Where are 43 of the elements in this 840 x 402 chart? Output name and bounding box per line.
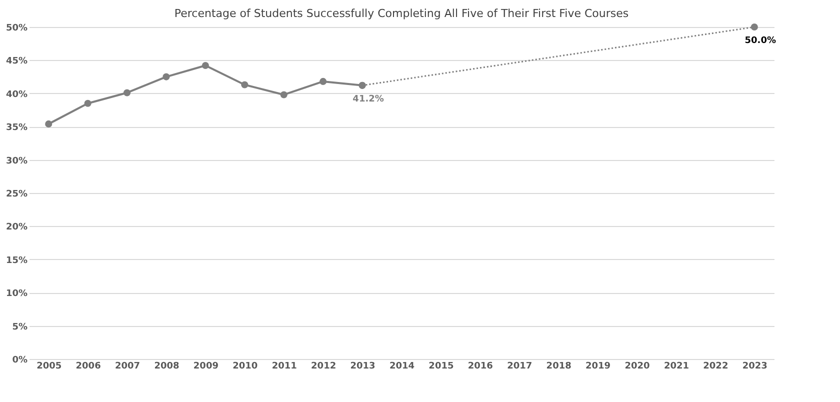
- point: [320, 78, 327, 85]
- point: [162, 73, 170, 80]
- point: [84, 100, 92, 107]
- x-tick-label: 2017: [507, 362, 532, 372]
- x-tick-label: 2006: [76, 362, 101, 372]
- x-tick-label: 2021: [664, 362, 690, 372]
- point: [280, 91, 288, 98]
- point: [241, 81, 248, 88]
- x-tick-label: 2015: [428, 362, 454, 372]
- y-tick-label: 45%: [6, 56, 28, 67]
- x-tick-label: 2022: [703, 362, 728, 372]
- x-tick-label: 2008: [154, 362, 180, 372]
- point: [123, 89, 131, 96]
- x-tick-label: 2009: [193, 362, 218, 372]
- x-tick-label: 2019: [586, 362, 611, 372]
- x-tick-label: 2018: [546, 362, 572, 372]
- x-tick-label: 2007: [114, 362, 140, 372]
- y-tick-label: 30%: [6, 156, 28, 166]
- y-tick-label: 20%: [6, 222, 28, 233]
- y-tick-label: 25%: [6, 190, 28, 200]
- x-tick-label: 2011: [272, 362, 297, 372]
- y-tick-label: 10%: [6, 289, 28, 300]
- point: [750, 23, 758, 31]
- data-label: 50.0%: [744, 36, 776, 46]
- y-tick-label: 40%: [6, 90, 28, 100]
- x-tick-label: 2005: [36, 362, 62, 372]
- y-tick-label: 5%: [12, 322, 28, 332]
- x-tick-label: 2014: [389, 362, 415, 372]
- point: [45, 120, 52, 128]
- y-tick-label: 35%: [6, 123, 28, 134]
- x-tick-label: 2020: [624, 362, 650, 372]
- x-tick-label: 2010: [232, 362, 258, 372]
- x-tick-label: 2013: [350, 362, 376, 372]
- chart-title: Percentage of Students Successfully Completing All Five of Their First Five Courses: [174, 7, 629, 20]
- x-tick-label: 2012: [311, 362, 336, 372]
- x-tick-label: 2016: [468, 362, 493, 372]
- point: [358, 82, 366, 89]
- data-label: 41.2%: [352, 94, 384, 104]
- x-tick-label: 2023: [742, 362, 768, 372]
- y-tick-label: 0%: [12, 356, 28, 366]
- point: [202, 62, 209, 70]
- y-tick-label: 15%: [6, 256, 28, 266]
- y-tick-label: 50%: [6, 24, 28, 34]
